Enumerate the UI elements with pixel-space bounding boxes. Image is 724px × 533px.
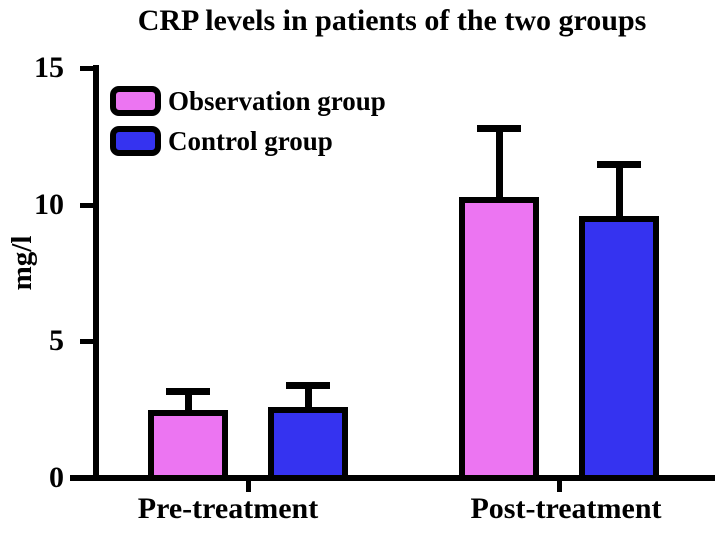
legend-label-observation: Observation group xyxy=(168,86,386,116)
x-tick-pre-treatment xyxy=(246,481,251,492)
error-bar-stem-control-post-treatment xyxy=(615,163,623,220)
legend-item-observation: Observation group xyxy=(110,86,386,116)
x-tick-post-treatment xyxy=(557,481,562,492)
error-bar-stem-observation-pre-treatment xyxy=(184,390,192,414)
y-tick-10 xyxy=(80,202,95,208)
bar-observation-post-treatment xyxy=(459,196,539,481)
y-tick-label-5: 5 xyxy=(49,324,64,358)
y-axis-label: mg/l xyxy=(6,235,38,291)
y-tick-5 xyxy=(80,339,95,345)
error-bar-cap-control-pre-treatment xyxy=(286,382,330,390)
legend-item-control: Control group xyxy=(110,126,386,156)
y-tick-0 xyxy=(80,476,95,481)
x-category-label-post-treatment: Post-treatment xyxy=(470,492,662,525)
y-tick-label-0: 0 xyxy=(49,461,64,494)
bar-control-pre-treatment xyxy=(268,406,348,481)
x-category-label-pre-treatment: Pre-treatment xyxy=(137,492,319,525)
error-bar-cap-observation-post-treatment xyxy=(477,125,521,133)
y-tick-15 xyxy=(80,66,95,72)
bar-observation-pre-treatment xyxy=(148,409,228,481)
y-tick-label-10: 10 xyxy=(34,187,64,221)
y-axis-line xyxy=(93,65,99,481)
error-bar-stem-control-pre-treatment xyxy=(304,385,312,411)
y-tick-label-15: 15 xyxy=(34,51,64,85)
legend-swatch-observation xyxy=(110,86,161,116)
error-bar-stem-observation-post-treatment xyxy=(495,128,503,201)
bar-control-post-treatment xyxy=(579,215,659,481)
legend: Observation group Control group xyxy=(110,86,386,166)
legend-label-control: Control group xyxy=(168,126,333,156)
error-bar-cap-control-post-treatment xyxy=(597,160,641,168)
error-bar-cap-observation-pre-treatment xyxy=(166,387,210,395)
x-axis-line xyxy=(70,475,715,481)
legend-swatch-control xyxy=(110,126,161,156)
chart-title: CRP levels in patients of the two groups xyxy=(137,4,647,37)
